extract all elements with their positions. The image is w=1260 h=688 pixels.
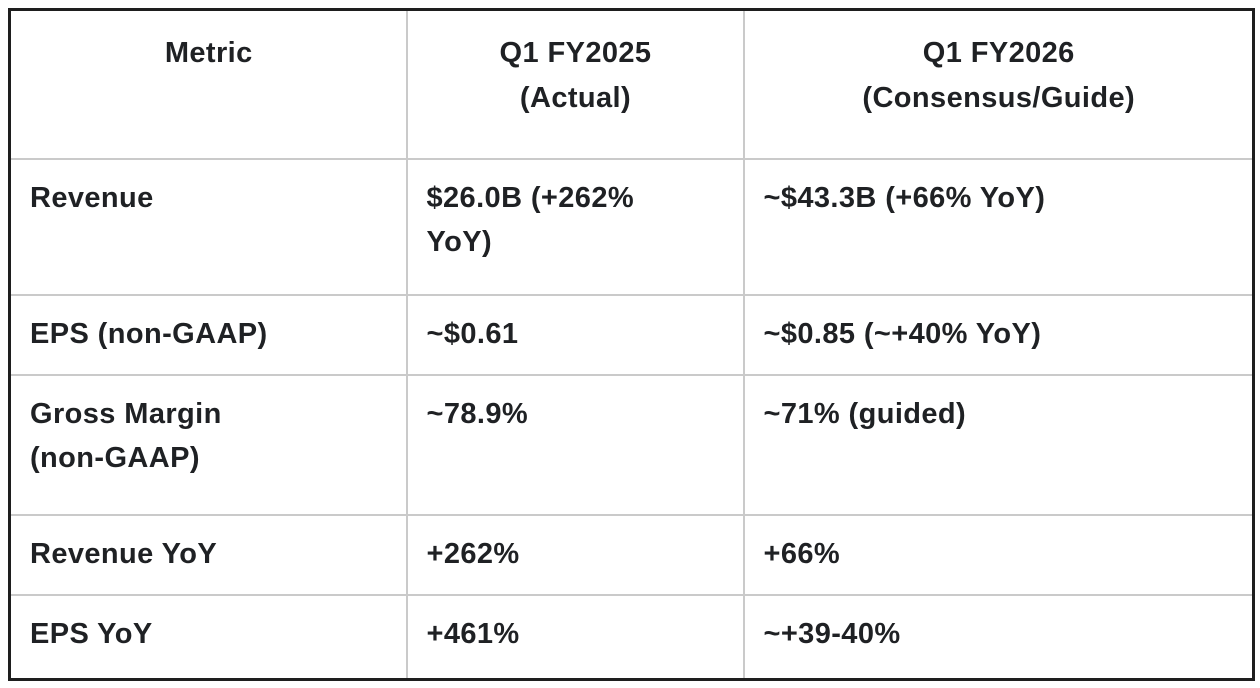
cell-q1fy2025-value: +262% [405,513,745,596]
header-row: Metric Q1 FY2025 (Actual) Q1 FY2026 (Con… [8,8,1255,160]
cell-q1fy2025-value: ~$0.61 [405,293,745,376]
row-eps-non-gaap: EPS (non-GAAP) ~$0.61 ~$0.85 (~+40% YoY) [8,293,1255,376]
cell-metric-label: Gross Margin (non-GAAP) [8,373,408,516]
cell-metric-label: Revenue [8,157,408,296]
col-header-metric: Metric [8,8,408,160]
cell-q1fy2026-value: ~+39-40% [742,593,1255,681]
row-revenue: Revenue $26.0B (+262% YoY) ~$43.3B (+66%… [8,157,1255,296]
cell-q1fy2026-value: +66% [742,513,1255,596]
cell-q1fy2026-value: ~$0.85 (~+40% YoY) [742,293,1255,376]
cell-q1fy2026-value: ~71% (guided) [742,373,1255,516]
cell-q1fy2026-value: ~$43.3B (+66% YoY) [742,157,1255,296]
cell-metric-label: EPS (non-GAAP) [8,293,408,376]
cell-metric-label: Revenue YoY [8,513,408,596]
col-header-q1-fy2025-actual: Q1 FY2025 (Actual) [405,8,745,160]
row-revenue-yoy: Revenue YoY +262% +66% [8,513,1255,596]
cell-q1fy2025-value: $26.0B (+262% YoY) [405,157,745,296]
row-eps-yoy: EPS YoY +461% ~+39-40% [8,593,1255,681]
cell-q1fy2025-value: +461% [405,593,745,681]
cell-q1fy2025-value: ~78.9% [405,373,745,516]
cell-metric-label: EPS YoY [8,593,408,681]
row-gross-margin-non-gaap: Gross Margin (non-GAAP) ~78.9% ~71% (gui… [8,373,1255,516]
col-header-q1-fy2026-consensus-guide: Q1 FY2026 (Consensus/Guide) [742,8,1255,160]
financial-metrics-table: Metric Q1 FY2025 (Actual) Q1 FY2026 (Con… [8,8,1255,681]
